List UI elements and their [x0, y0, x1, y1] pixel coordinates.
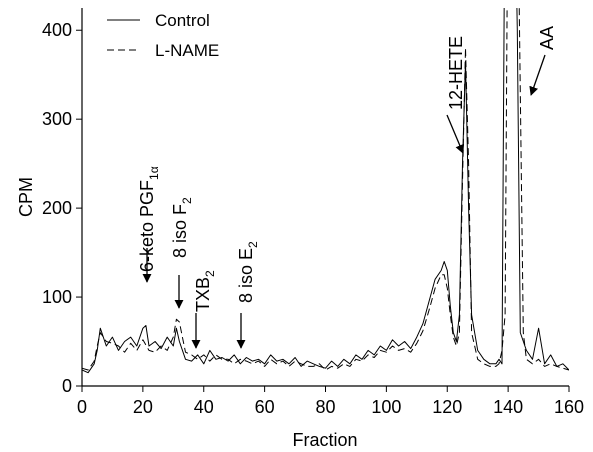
y-axis-title: CPM [16, 177, 36, 217]
annotation-hete: 12-HETE [446, 36, 466, 154]
legend: Control L-NAME [107, 11, 219, 60]
annotation-subscript: 2 [246, 241, 260, 248]
legend-label-control: Control [155, 11, 210, 30]
y-tick-label: 0 [62, 376, 72, 396]
y-tick-label: 100 [42, 287, 72, 307]
annotation-isoE2: 8 iso E2 [236, 241, 260, 349]
annotation-isoF2: 8 iso F2 [170, 197, 194, 309]
x-axis-title: Fraction [292, 430, 357, 450]
x-tick-label: 80 [315, 397, 335, 417]
x-tick-label: 0 [77, 397, 87, 417]
annotation-aa: AA [529, 26, 557, 96]
annotation-arrow [529, 54, 546, 96]
y-tick-label: 300 [42, 109, 72, 129]
annotation-text: 12-HETE [446, 36, 466, 110]
annotation-arrow [446, 114, 465, 154]
annotation-text: 8 iso E [236, 248, 256, 303]
y-tick-label: 200 [42, 198, 72, 218]
annotation-subscript: 2 [203, 270, 217, 277]
x-tick-label: 140 [493, 397, 523, 417]
annotation-pgf: 6-keto PGF1α [137, 166, 161, 283]
x-tick-label: 60 [255, 397, 275, 417]
annotation-label: AA [537, 26, 557, 50]
legend-label-lname: L-NAME [155, 41, 219, 60]
x-tick-label: 20 [133, 397, 153, 417]
annotation-text: 6-keto PGF [137, 180, 157, 272]
x-tick-label: 40 [194, 397, 214, 417]
series-line-l-name [82, 8, 569, 371]
x-tick-label: 120 [432, 397, 462, 417]
annotation-label: TXB2 [193, 270, 217, 312]
y-tick-label: 400 [42, 20, 72, 40]
annotation-text: TXB [193, 277, 213, 312]
annotation-label: 8 iso F2 [170, 197, 194, 258]
x-tick-label: 160 [554, 397, 584, 417]
annotation-txb2: TXB2 [191, 270, 217, 349]
annotation-text: 8 iso F [170, 204, 190, 258]
annotation-label: 8 iso E2 [236, 241, 260, 303]
annotation-label: 12-HETE [446, 36, 466, 110]
series-line-control [82, 8, 569, 374]
annotation-subscript: 2 [180, 197, 194, 204]
annotation-label: 6-keto PGF1α [137, 166, 161, 272]
annotation-text: AA [537, 26, 557, 50]
axes: 0 20 40 60 80 100 120 140 160 0 100 200 300 400 [42, 8, 584, 417]
series-layer [82, 8, 569, 374]
x-tick-label: 100 [371, 397, 401, 417]
annotation-subscript: 1α [147, 166, 161, 180]
